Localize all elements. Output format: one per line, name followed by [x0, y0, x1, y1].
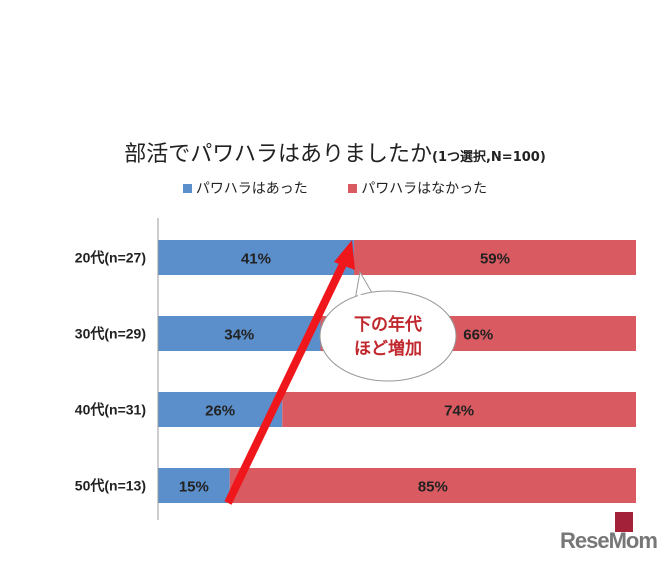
data-label: 66%: [463, 327, 493, 344]
legend-item-yes: パワハラはあった: [182, 181, 308, 197]
data-label: 85%: [418, 479, 448, 496]
data-label: 34%: [224, 327, 254, 344]
resemom-logo: ReseMom: [560, 528, 658, 553]
title-main: 部活でパワハラはありましたか: [124, 142, 432, 167]
category-label: 20代(n=27): [75, 250, 146, 266]
data-label: 74%: [444, 403, 474, 420]
callout-text: ほど増加: [354, 338, 422, 359]
data-label: 59%: [480, 251, 510, 268]
bar-segment: [158, 240, 354, 275]
trend-arrow-shaft: [224, 260, 348, 505]
chart-title: 部活でパワハラはありましたか(1つ選択,N=100): [0, 136, 670, 168]
bar-segment: [158, 392, 283, 427]
trend-arrow-head: [334, 240, 355, 270]
callout-text: 下の年代: [354, 314, 422, 335]
data-label: 26%: [205, 403, 235, 420]
category-label: 50代(n=13): [75, 478, 146, 494]
bar-segment: [158, 316, 321, 351]
title-sub: (1つ選択,N=100): [432, 150, 546, 165]
legend-label-no: パワハラはなかった: [361, 181, 488, 197]
legend-item-no: パワハラはなかった: [348, 181, 487, 197]
callout-bubble: [319, 290, 457, 382]
data-label: 41%: [241, 251, 271, 268]
bar-segment: [229, 468, 636, 503]
legend-swatch-yes: [182, 184, 192, 193]
legend-label-yes: パワハラはあった: [195, 181, 308, 197]
bar-segment: [353, 240, 636, 275]
legend: パワハラはあった パワハラはなかった: [0, 178, 670, 198]
bar-segment: [282, 392, 636, 427]
category-label: 40代(n=31): [75, 402, 146, 418]
logo-mark: [615, 512, 633, 532]
legend-swatch-no: [348, 184, 358, 193]
data-label: 15%: [179, 479, 209, 496]
callout-join: [357, 294, 376, 300]
bar-segment: [158, 468, 230, 503]
category-label: 30代(n=29): [75, 326, 146, 342]
